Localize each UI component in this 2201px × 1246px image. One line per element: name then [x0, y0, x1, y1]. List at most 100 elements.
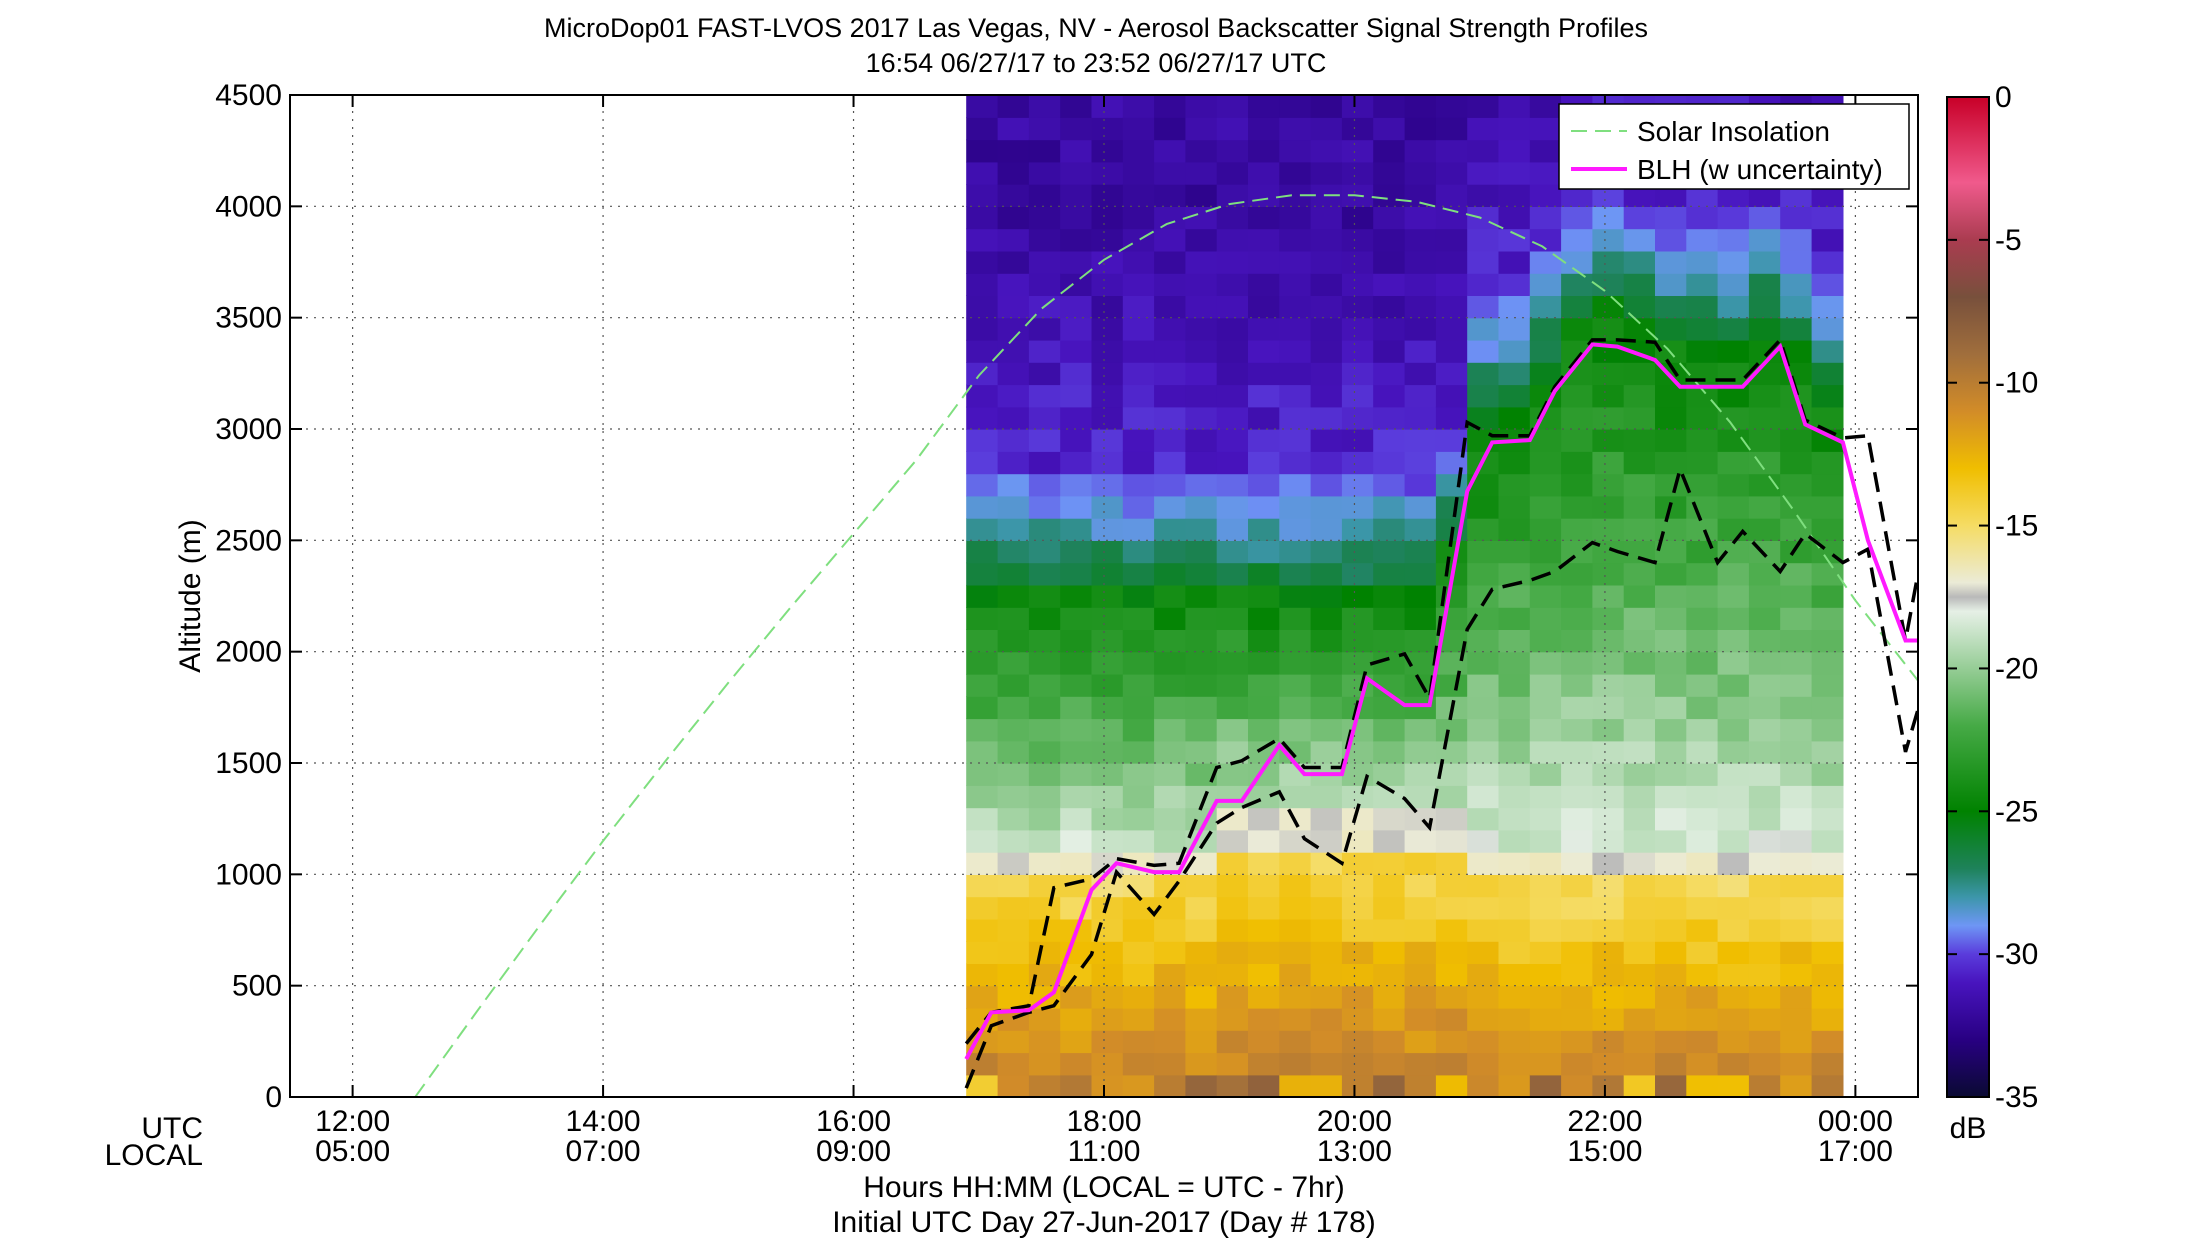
heatmap-cell [1467, 941, 1500, 964]
heatmap-cell [997, 228, 1030, 252]
heatmap-cell [1623, 540, 1656, 564]
heatmap-cell [1561, 1007, 1593, 1031]
heatmap-cell [1498, 673, 1531, 697]
heatmap-cell [1154, 117, 1186, 141]
heatmap-cell [997, 785, 1030, 809]
heatmap-cell [1248, 206, 1280, 230]
heatmap-cell [966, 852, 999, 875]
heatmap-cell [1216, 518, 1249, 541]
heatmap-cell [1467, 763, 1500, 786]
heatmap-cell [1748, 629, 1781, 653]
heatmap-cell [1185, 406, 1218, 430]
heatmap-cell [1216, 317, 1249, 341]
heatmap-cell [1529, 339, 1562, 363]
heatmap-cell [1529, 540, 1562, 564]
heatmap-cell [1529, 473, 1562, 497]
heatmap-cell [1091, 406, 1124, 430]
heatmap-cell [1310, 1030, 1343, 1054]
heatmap-cell [1341, 584, 1374, 608]
heatmap-cell [1091, 963, 1124, 987]
heatmap-cell [1122, 763, 1155, 786]
heatmap-cell [1561, 874, 1593, 898]
heatmap-cell [997, 651, 1030, 675]
heatmap-cell [1373, 228, 1406, 252]
heatmap-cell [1341, 273, 1374, 296]
heatmap-cell [1091, 985, 1124, 1009]
heatmap-cell [1780, 584, 1813, 608]
heatmap-cell [1154, 1030, 1186, 1054]
heatmap-cell [997, 273, 1030, 296]
heatmap-cell [1154, 651, 1186, 675]
heatmap-cell [1185, 785, 1218, 809]
heatmap-cell [1561, 495, 1593, 519]
heatmap-cell [1122, 829, 1155, 853]
heatmap-cell [1154, 941, 1186, 964]
heatmap-cell [1122, 941, 1155, 964]
heatmap-cell [1341, 295, 1374, 319]
heatmap-cell [1060, 317, 1093, 341]
heatmap-cell [1185, 451, 1218, 475]
heatmap-cell [1248, 139, 1280, 163]
heatmap-cell [1185, 874, 1218, 898]
heatmap-cell [1091, 562, 1124, 586]
heatmap-cell [997, 740, 1030, 764]
heatmap-cell [1780, 607, 1813, 630]
utc-row-label: UTC [141, 1112, 203, 1145]
heatmap-cell [966, 406, 999, 430]
heatmap-cell [1404, 785, 1437, 809]
heatmap-cell [1717, 228, 1750, 252]
heatmap-cell [1686, 896, 1719, 920]
heatmap-cell [1655, 206, 1687, 230]
heatmap-cell [1122, 629, 1155, 653]
heatmap-cell [1811, 607, 1844, 630]
heatmap-cell [1467, 317, 1500, 341]
heatmap-cell [1060, 763, 1093, 786]
heatmap-cell [997, 117, 1030, 141]
heatmap-cell [1811, 206, 1844, 230]
heatmap-cell [1467, 1074, 1500, 1097]
x-tick-label-local: 17:00 [1818, 1135, 1893, 1168]
heatmap-cell [1592, 785, 1625, 809]
heatmap-cell [1060, 406, 1093, 430]
heatmap-cell [1185, 518, 1218, 541]
heatmap-cell [1341, 673, 1374, 697]
heatmap-cell [1655, 1074, 1687, 1097]
heatmap-cell [1561, 963, 1593, 987]
heatmap-cell [1279, 206, 1312, 230]
heatmap-cell [1435, 406, 1468, 430]
heatmap-cell [1748, 829, 1781, 853]
heatmap-cell [1655, 785, 1687, 809]
heatmap-cell [1310, 406, 1343, 430]
heatmap-cell [1341, 451, 1374, 475]
heatmap-cell [1780, 740, 1813, 764]
heatmap-cell [1185, 763, 1218, 786]
x-tick-label-local: 11:00 [1068, 1135, 1141, 1168]
heatmap-cell [1811, 1030, 1844, 1054]
heatmap-cell [1435, 228, 1468, 252]
heatmap-cell [1623, 406, 1656, 430]
heatmap-cell [1154, 1052, 1186, 1076]
heatmap-cell [1341, 629, 1374, 653]
heatmap-cell [1028, 696, 1061, 720]
heatmap-cell [966, 384, 999, 408]
heatmap-cell [1498, 1030, 1531, 1054]
x-tick-label-utc: 14:00 [566, 1105, 641, 1138]
heatmap-cell [1561, 852, 1593, 875]
heatmap-cell [966, 1052, 999, 1076]
heatmap-cell [1748, 384, 1781, 408]
heatmap-cell [1185, 1052, 1218, 1076]
heatmap-cell [1498, 451, 1531, 475]
heatmap-cell [1341, 362, 1374, 386]
heatmap-cell [1122, 918, 1155, 942]
heatmap-cell [1717, 829, 1750, 853]
heatmap-cell [1529, 250, 1562, 274]
heatmap-cell [1028, 562, 1061, 586]
heatmap-cell [1686, 495, 1719, 519]
heatmap-cell [1655, 740, 1687, 764]
heatmap-cell [1623, 228, 1656, 252]
heatmap-cell [966, 161, 999, 185]
heatmap-cell [1498, 228, 1531, 252]
heatmap-cell [1717, 651, 1750, 675]
heatmap-cell [1717, 673, 1750, 697]
heatmap-cell [1279, 451, 1312, 475]
